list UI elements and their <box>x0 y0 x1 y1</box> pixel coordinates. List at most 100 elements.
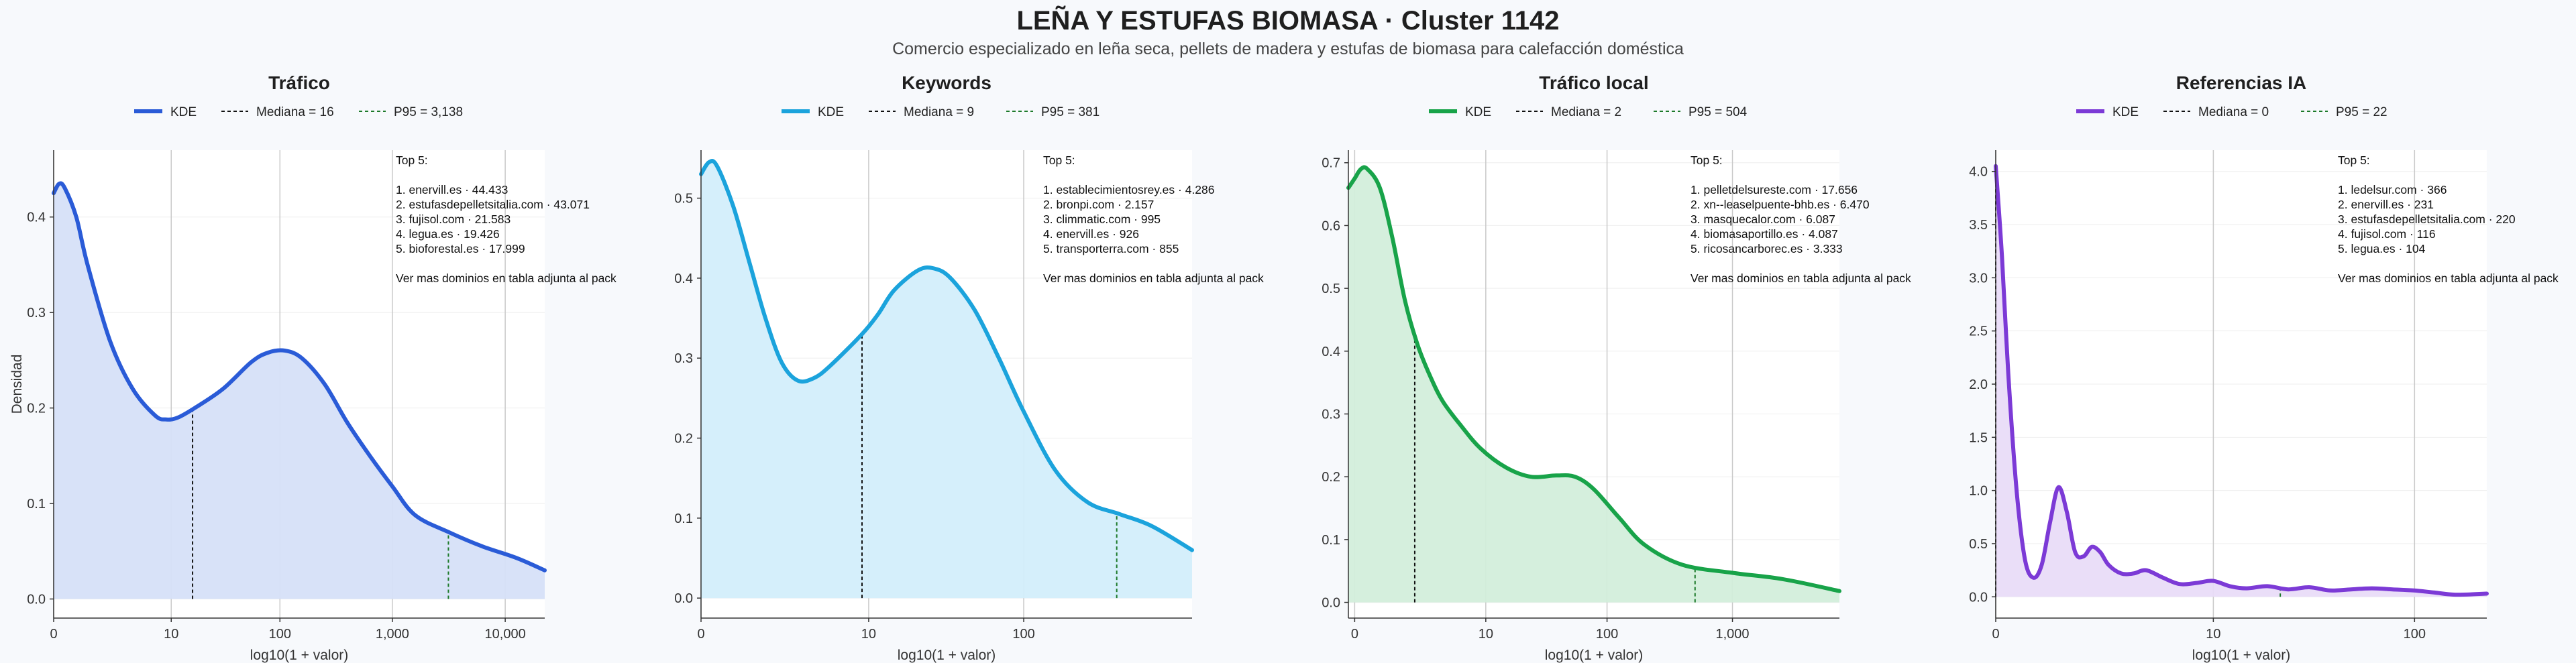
x-tick-label: 100 <box>1596 627 1618 642</box>
legend-median-label: Mediana = 9 <box>904 105 974 119</box>
top5-annotation-line: Top 5: <box>2338 154 2370 167</box>
y-tick-label: 2.0 <box>1969 377 1988 392</box>
top5-annotation-line: 1. pelletdelsureste.com · 17.656 <box>1690 183 1858 196</box>
top5-annotation-line: Top 5: <box>396 154 428 167</box>
y-tick-label: 0.2 <box>1322 470 1340 485</box>
top5-annotation-line: 5. ricosancarborec.es · 3.333 <box>1690 242 1843 255</box>
top5-annotation-line: 1. enervill.es · 44.433 <box>396 183 508 196</box>
top5-annotation-line: Ver mas dominios en tabla adjunta al pac… <box>1043 272 1264 285</box>
x-axis-label: log10(1 + valor) <box>1545 648 1644 663</box>
x-tick-label: 100 <box>1012 627 1034 642</box>
legend: KDE Mediana = 16 P95 = 3,138 <box>134 105 463 119</box>
y-tick-label: 0.2 <box>27 402 46 416</box>
x-tick-label: 1,000 <box>1716 627 1750 642</box>
x-axis-label: log10(1 + valor) <box>2192 648 2291 663</box>
y-tick-label: 3.0 <box>1969 271 1988 286</box>
y-tick-label: 0.2 <box>674 432 693 446</box>
x-tick-label: 100 <box>2404 627 2426 642</box>
top5-annotation-line: 2. enervill.es · 231 <box>2338 198 2434 211</box>
legend-p95-label: P95 = 504 <box>1688 105 1748 119</box>
top5-annotation-line: 5. legua.es · 104 <box>2338 242 2426 255</box>
page-title: LEÑA Y ESTUFAS BIOMASA · Cluster 1142 <box>1016 6 1560 36</box>
kde-area <box>54 183 545 599</box>
top5-annotation-line: 1. ledelsur.com · 366 <box>2338 183 2447 196</box>
y-tick-label: 0.7 <box>1322 156 1340 171</box>
x-tick-label: 10 <box>164 627 178 642</box>
top5-annotation-line: 2. estufasdepelletsitalia.com · 43.071 <box>396 198 590 211</box>
kde-line <box>699 159 1194 552</box>
y-tick-label: 0.5 <box>1322 282 1340 296</box>
top5-annotation-line: Ver mas dominios en tabla adjunta al pac… <box>1690 272 1911 285</box>
y-tick-label: 1.5 <box>1969 430 1988 445</box>
top5-annotation-line: Ver mas dominios en tabla adjunta al pac… <box>396 272 616 285</box>
chart-title: Keywords <box>902 72 991 93</box>
y-tick-label: 0.0 <box>1322 596 1340 611</box>
top5-annotation-line: 2. xn--leaselpuente-bhb.es · 6.470 <box>1690 198 1870 211</box>
chart-panel-trafico-local: 0.0 0.1 0.2 0.3 0.4 0.5 0.6 0.7 0 10 100 1,000 log10… <box>1322 72 1911 663</box>
legend-p95-label: P95 = 22 <box>2336 105 2387 119</box>
legend-kde-label: KDE <box>1465 105 1491 119</box>
x-tick-label: 0 <box>50 627 57 642</box>
top5-annotation-line: Top 5: <box>1043 154 1075 167</box>
top5-annotation-line: 5. transporterra.com · 855 <box>1043 242 1179 255</box>
legend-median-label: Mediana = 2 <box>1551 105 1621 119</box>
y-tick-label: 0.1 <box>1322 533 1340 548</box>
y-tick-label: 0.3 <box>1322 408 1340 422</box>
top5-annotation-line: 5. bioforestal.es · 17.999 <box>396 242 525 255</box>
y-tick-label: 0.5 <box>674 192 693 206</box>
top5-annotation-line: 4. enervill.es · 926 <box>1043 227 1139 241</box>
legend-p95-label: P95 = 381 <box>1041 105 1099 119</box>
kde-line <box>52 181 547 572</box>
y-tick-label: 0.1 <box>27 497 46 511</box>
top5-annotation-line: 2. bronpi.com · 2.157 <box>1043 198 1154 211</box>
y-tick-label: 0.0 <box>674 591 693 606</box>
chart-title: Tráfico local <box>1539 72 1648 93</box>
x-tick-label: 10 <box>1479 627 1493 642</box>
y-tick-label: 3.5 <box>1969 218 1988 233</box>
top5-annotation-line: 4. legua.es · 19.426 <box>396 227 500 241</box>
top5-annotation-line: 3. estufasdepelletsitalia.com · 220 <box>2338 213 2516 226</box>
chart-panel-trafico: 0.0 0.1 0.2 0.3 0.4 0 10 100 1,000 10,000 log10(1 … <box>9 72 616 663</box>
y-tick-label: 4.0 <box>1969 165 1988 180</box>
y-tick-label: 0.6 <box>1322 219 1340 233</box>
top5-annotation-line: 4. fujisol.com · 116 <box>2338 227 2436 241</box>
y-axis-label: Densidad <box>9 355 25 414</box>
legend: KDE Mediana = 2 P95 = 504 <box>1429 105 1748 119</box>
top5-annotation-line: 3. masquecalor.com · 6.087 <box>1690 213 1835 226</box>
chart-panel-referencias-ia: 0.0 0.5 1.0 1.5 2.0 2.5 3.0 3.5 4.0 0 10 100 log10(1… <box>1969 72 2559 663</box>
y-tick-label: 0.3 <box>27 306 46 320</box>
y-tick-label: 0.4 <box>27 210 46 225</box>
x-axis-label: log10(1 + valor) <box>898 648 996 663</box>
x-axis-label: log10(1 + valor) <box>250 648 349 663</box>
chart-title: Referencias IA <box>2176 72 2307 93</box>
kde-line <box>1346 165 1841 593</box>
legend-kde-label: KDE <box>2112 105 2139 119</box>
y-tick-label: 0.5 <box>1969 537 1988 552</box>
top5-annotation-line: Ver mas dominios en tabla adjunta al pac… <box>2338 272 2559 285</box>
y-tick-label: 0.0 <box>27 593 46 607</box>
y-tick-label: 1.0 <box>1969 484 1988 499</box>
top5-annotation-line: 3. fujisol.com · 21.583 <box>396 213 511 226</box>
chart-title: Tráfico <box>268 72 330 93</box>
x-tick-label: 10 <box>861 627 876 642</box>
y-tick-label: 0.3 <box>674 351 693 366</box>
legend-kde-label: KDE <box>818 105 844 119</box>
y-tick-label: 0.4 <box>1322 345 1340 359</box>
x-tick-label: 1,000 <box>376 627 409 642</box>
kde-line <box>1994 164 2489 597</box>
header: LEÑA Y ESTUFAS BIOMASA · Cluster 1142 Co… <box>0 0 2576 59</box>
x-tick-label: 10 <box>2206 627 2220 642</box>
legend-kde-label: KDE <box>170 105 197 119</box>
top5-annotation-line: 4. biomasaportillo.es · 4.087 <box>1690 227 1838 241</box>
y-tick-label: 0.4 <box>674 272 693 286</box>
y-tick-label: 0.0 <box>1969 590 1988 605</box>
legend: KDE Mediana = 0 P95 = 22 <box>2076 105 2387 119</box>
x-tick-label: 0 <box>1992 627 1999 642</box>
y-tick-label: 2.5 <box>1969 324 1988 339</box>
top5-annotation-line: 3. climmatic.com · 995 <box>1043 213 1161 226</box>
top5-annotation-line: 1. establecimientosrey.es · 4.286 <box>1043 183 1215 196</box>
legend: KDE Mediana = 9 P95 = 381 <box>782 105 1099 119</box>
kde-area <box>1348 167 1839 603</box>
chart-panel-keywords: 0.0 0.1 0.2 0.3 0.4 0.5 0 10 100 log10(1 + valor)… <box>674 72 1264 663</box>
x-tick-label: 0 <box>697 627 704 642</box>
